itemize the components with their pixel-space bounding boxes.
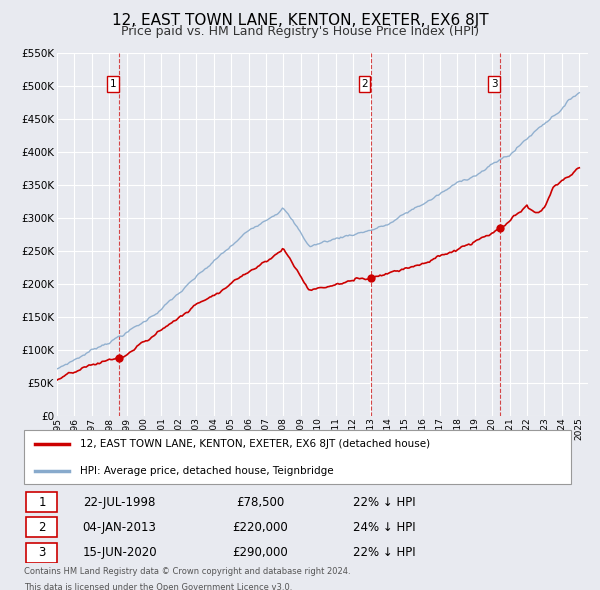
FancyBboxPatch shape [26,517,58,537]
FancyBboxPatch shape [26,492,58,512]
Text: Contains HM Land Registry data © Crown copyright and database right 2024.: Contains HM Land Registry data © Crown c… [23,568,350,576]
Text: 04-JAN-2013: 04-JAN-2013 [83,521,157,534]
Text: £290,000: £290,000 [233,546,289,559]
Text: This data is licensed under the Open Government Licence v3.0.: This data is licensed under the Open Gov… [23,584,292,590]
Text: Price paid vs. HM Land Registry's House Price Index (HPI): Price paid vs. HM Land Registry's House … [121,25,479,38]
Text: 3: 3 [38,546,46,559]
Text: 1: 1 [38,496,46,509]
Text: £220,000: £220,000 [233,521,289,534]
Text: 2: 2 [361,79,368,89]
Text: HPI: Average price, detached house, Teignbridge: HPI: Average price, detached house, Teig… [80,466,334,476]
Text: 3: 3 [491,79,497,89]
Text: 12, EAST TOWN LANE, KENTON, EXETER, EX6 8JT: 12, EAST TOWN LANE, KENTON, EXETER, EX6 … [112,13,488,28]
Text: 12, EAST TOWN LANE, KENTON, EXETER, EX6 8JT (detached house): 12, EAST TOWN LANE, KENTON, EXETER, EX6 … [80,439,430,448]
Text: 1: 1 [109,79,116,89]
Text: 24% ↓ HPI: 24% ↓ HPI [353,521,416,534]
Text: 22-JUL-1998: 22-JUL-1998 [83,496,156,509]
Text: 2: 2 [38,521,46,534]
FancyBboxPatch shape [26,543,58,563]
Text: 22% ↓ HPI: 22% ↓ HPI [353,496,416,509]
Text: 15-JUN-2020: 15-JUN-2020 [82,546,157,559]
FancyBboxPatch shape [23,430,571,484]
Text: 22% ↓ HPI: 22% ↓ HPI [353,546,416,559]
Text: £78,500: £78,500 [236,496,284,509]
